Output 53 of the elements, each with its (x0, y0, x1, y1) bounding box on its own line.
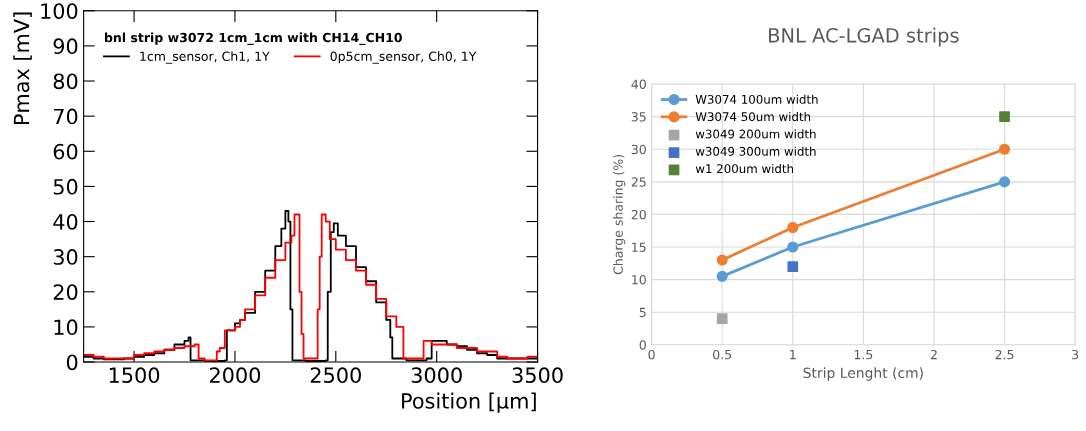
x-tick-label: 1 (790, 350, 796, 360)
y-tick-label: 40 (631, 79, 646, 89)
x-tick-label: 2.5 (995, 349, 1014, 360)
x-tick-label: 2000 (209, 367, 261, 384)
point (998, 176, 1011, 188)
point (787, 261, 799, 272)
point (998, 143, 1011, 155)
y-axis-title: Pmax [mV] (13, 12, 32, 125)
chart-title: BNL AC-LGAD strips (769, 27, 959, 47)
y-tick-label: 10 (54, 319, 78, 336)
y-axis-title: Charge sharing (%) (613, 155, 626, 275)
y-tick-label: 90 (53, 38, 78, 55)
y-tick-label: 30 (631, 144, 646, 155)
y-tick-label: 80 (53, 73, 78, 90)
point (716, 270, 728, 282)
y-tick-label: 60 (53, 143, 78, 160)
legend-label: W3074 100um width (695, 94, 818, 104)
y-tick-label: 20 (53, 284, 78, 300)
y-tick-label: 10 (632, 275, 646, 285)
y-tick-label: 25 (631, 177, 646, 187)
y-tick-label: 0 (639, 340, 646, 350)
x-tick-label: 3500 (512, 367, 563, 384)
y-tick-label: 50 (53, 178, 78, 195)
x-tick-label: 0 (648, 349, 655, 360)
x-axis-title: Strip Lenght (cm) (803, 367, 923, 381)
point (999, 111, 1010, 122)
y-tick-label: 5 (639, 307, 646, 318)
y-tick-label: 30 (53, 249, 78, 265)
y-tick-label: 20 (631, 209, 646, 220)
legend-title: bnl strip w3072 1cm_1cm with CH14_CH10 (105, 32, 402, 46)
y-tick-label: 40 (53, 213, 78, 230)
point (716, 254, 728, 266)
point (787, 221, 799, 234)
legend-label: w3049 300um width (695, 146, 816, 156)
legend-label: w1 200um width (695, 163, 794, 174)
legend-label: 0p5cm_sensor, Ch0, 1Y (330, 51, 477, 64)
y-tick-label: 35 (631, 112, 646, 122)
x-tick-label: 2500 (310, 367, 361, 384)
legend-label: W3074 50um width (695, 112, 811, 122)
x-tick-label: 3 (1072, 349, 1079, 360)
x-tick-label: 2 (930, 349, 937, 360)
x-tick-label: 1500 (109, 367, 160, 384)
x-axis-title: Position [µm] (402, 392, 536, 413)
legend-label: 1cm_sensor, Ch1, 1Y (140, 51, 270, 64)
point (716, 313, 728, 325)
x-tick-label: 0.5 (713, 349, 732, 360)
y-tick-label: 100 (41, 3, 78, 19)
y-tick-label: 15 (632, 242, 646, 252)
point (787, 241, 799, 253)
y-tick-label: 70 (53, 108, 78, 125)
x-tick-label: 3000 (411, 367, 462, 384)
x-tick-label: 1.5 (854, 350, 873, 360)
legend-label: w3049 200um width (695, 129, 816, 139)
